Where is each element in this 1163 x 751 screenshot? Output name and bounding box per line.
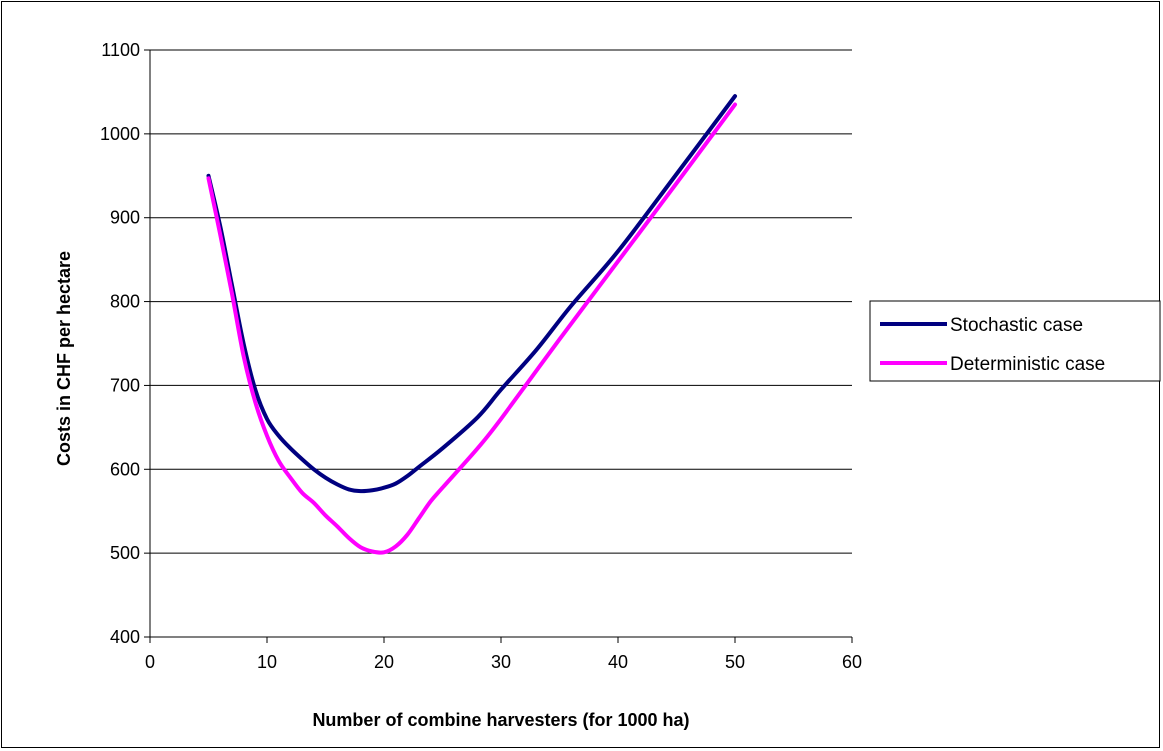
y-tick-label: 600 [110, 459, 140, 479]
y-tick-label: 400 [110, 627, 140, 647]
x-tick-label: 10 [257, 652, 277, 672]
x-tick-label: 0 [145, 652, 155, 672]
axes: 400 500 600 700 800 900 1000 1100 0 10 20 30 40 50 60 [100, 40, 862, 672]
y-tick-label: 800 [110, 292, 140, 312]
y-tick-label: 700 [110, 375, 140, 395]
legend-label-deterministic-case: Deterministic case [950, 354, 1105, 375]
y-tick-label: 900 [110, 208, 140, 228]
series-line-deterministic-case [206, 102, 737, 555]
x-axis-title: Number of combine harvesters (for 1000 h… [312, 710, 689, 730]
x-tick-label: 60 [842, 652, 862, 672]
series-layer [206, 94, 737, 555]
series-line-stochastic-case [206, 94, 737, 494]
x-tick-label: 20 [374, 652, 394, 672]
y-tick-label: 1000 [100, 124, 140, 144]
legend-box [869, 300, 1161, 382]
x-tick-label: 30 [491, 652, 511, 672]
x-tick-label: 40 [608, 652, 628, 672]
y-axis-title: Costs in CHF per hectare [54, 251, 74, 466]
grid-lines [150, 49, 852, 554]
y-tick-label: 1100 [101, 40, 140, 60]
legend: Stochastic case Deterministic case [869, 300, 1161, 382]
legend-label-stochastic-case: Stochastic case [950, 315, 1083, 336]
x-tick-label: 50 [725, 652, 745, 672]
y-tick-label: 500 [110, 543, 140, 563]
